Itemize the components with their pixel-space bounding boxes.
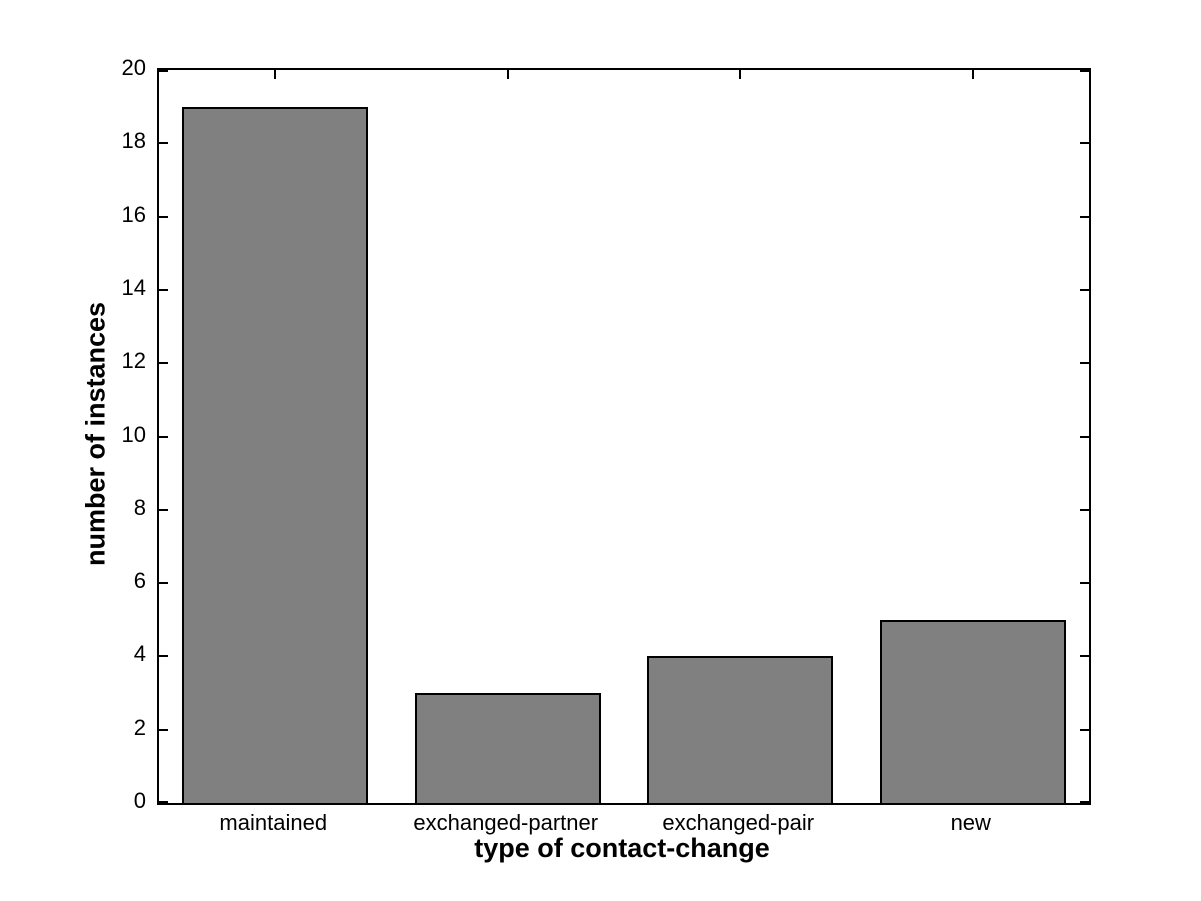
x-tick-mark: [739, 70, 742, 79]
y-tick-mark: [159, 508, 168, 511]
y-tick-mark: [1080, 288, 1089, 291]
y-tick-label: 20: [121, 55, 146, 80]
y-tick-mark: [159, 435, 168, 438]
y-tick-label: 14: [121, 274, 146, 300]
y-tick-mark: [159, 582, 168, 585]
y-tick-mark: [159, 142, 168, 145]
x-tick-label: maintained: [219, 810, 328, 835]
y-tick-mark: [159, 801, 168, 803]
y-tick-mark: [159, 728, 168, 731]
y-tick-mark: [1080, 728, 1089, 731]
y-tick-label: 8: [133, 494, 146, 520]
y-tick-mark: [159, 70, 168, 72]
y-tick-label: 10: [121, 421, 146, 447]
y-tick-mark: [1080, 801, 1089, 803]
y-tick-mark: [1080, 435, 1089, 438]
y-tick-mark: [159, 215, 168, 218]
y-tick-label: 12: [121, 348, 146, 374]
x-tick-label: new: [950, 810, 991, 835]
y-tick-mark: [159, 288, 168, 291]
y-tick-mark: [1080, 582, 1089, 585]
y-tick-mark: [159, 362, 168, 365]
plot-area: [157, 68, 1091, 805]
x-tick-mark: [506, 70, 509, 79]
y-tick-label: 6: [133, 568, 146, 594]
x-axis-label: type of contact-change: [474, 833, 770, 863]
y-tick-label: 2: [133, 714, 146, 740]
bar: [414, 693, 601, 803]
x-tick-label: exchanged-partner: [413, 810, 599, 835]
bar: [647, 656, 834, 803]
y-tick-label: 4: [133, 641, 146, 667]
bar: [879, 619, 1066, 803]
y-tick-label: 18: [121, 128, 146, 154]
y-tick-mark: [1080, 215, 1089, 218]
y-tick-mark: [1080, 508, 1089, 511]
y-tick-mark: [1080, 70, 1089, 72]
x-tick-label: exchanged-pair: [662, 810, 815, 835]
y-tick-mark: [1080, 142, 1089, 145]
y-tick-label: 16: [121, 201, 146, 227]
y-tick-mark: [159, 655, 168, 658]
y-tick-mark: [1080, 655, 1089, 658]
y-tick-mark: [1080, 362, 1089, 365]
y-tick-label: 0: [133, 788, 146, 813]
x-tick-mark: [274, 70, 277, 79]
x-tick-mark: [971, 70, 974, 79]
bar: [182, 106, 369, 803]
